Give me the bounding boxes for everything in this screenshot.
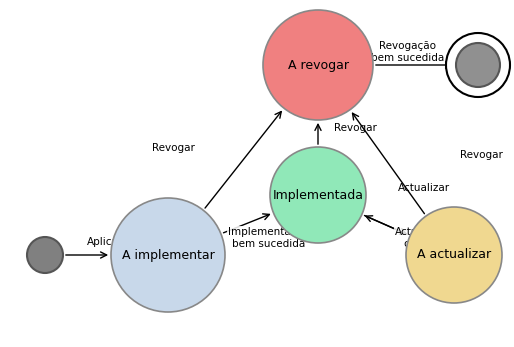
Text: Revogar: Revogar [152, 143, 195, 153]
Circle shape [111, 198, 225, 312]
Text: Actualização
concluída: Actualização concluída [395, 227, 461, 249]
Text: Aplicar: Aplicar [87, 237, 123, 247]
Circle shape [456, 43, 500, 87]
Text: Revogar: Revogar [460, 150, 503, 160]
Circle shape [270, 147, 366, 243]
Text: A revogar: A revogar [287, 59, 348, 71]
Text: Revogar: Revogar [334, 123, 377, 133]
Text: Revogação
bem sucedida: Revogação bem sucedida [372, 41, 445, 63]
Circle shape [27, 237, 63, 273]
Circle shape [263, 10, 373, 120]
Circle shape [406, 207, 502, 303]
Text: A actualizar: A actualizar [417, 248, 491, 262]
Text: Actualizar: Actualizar [398, 183, 450, 193]
Text: A implementar: A implementar [122, 248, 214, 262]
Circle shape [446, 33, 510, 97]
Text: Implementada: Implementada [272, 188, 363, 202]
Text: Implementação
bem sucedida: Implementação bem sucedida [228, 227, 309, 249]
